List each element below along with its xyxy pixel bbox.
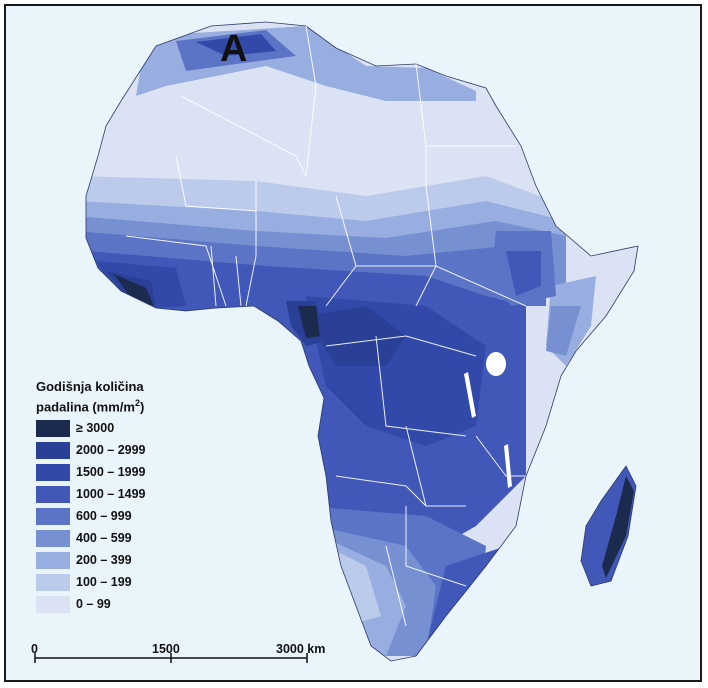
scale-label-1500: 1500 [152, 642, 180, 656]
legend-label: 200 – 399 [76, 553, 132, 567]
legend-title: Godišnja količina padalina (mm/m2) [36, 379, 145, 415]
legend-label: 600 – 999 [76, 509, 132, 523]
legend-label: 2000 – 2999 [76, 443, 146, 457]
legend-swatch [36, 420, 70, 437]
country-borders [125, 25, 527, 627]
legend-swatch [36, 596, 70, 613]
legend-swatch [36, 552, 70, 569]
legend-label: 1000 – 1499 [76, 487, 146, 501]
legend-swatch [36, 574, 70, 591]
legend-label: 0 – 99 [76, 597, 111, 611]
legend-swatch [36, 530, 70, 547]
panel-letter: A [220, 28, 248, 70]
rainfall-map [34, 21, 639, 663]
legend-swatch [36, 486, 70, 503]
map-frame: A Godišnja količina padalina (mm/m2) ≥ 3… [4, 4, 702, 682]
legend-label: 100 – 199 [76, 575, 132, 589]
legend-label: 400 – 599 [76, 531, 132, 545]
scale-label-0: 0 [31, 642, 38, 656]
legend-swatch [36, 464, 70, 481]
legend-label: 1500 – 1999 [76, 465, 146, 479]
scale-label-3000: 3000 km [276, 642, 326, 656]
legend-label: ≥ 3000 [76, 421, 115, 435]
legend-swatch [36, 508, 70, 525]
legend-swatch [36, 442, 70, 459]
scale-bar [34, 653, 308, 663]
madagascar [580, 465, 637, 587]
